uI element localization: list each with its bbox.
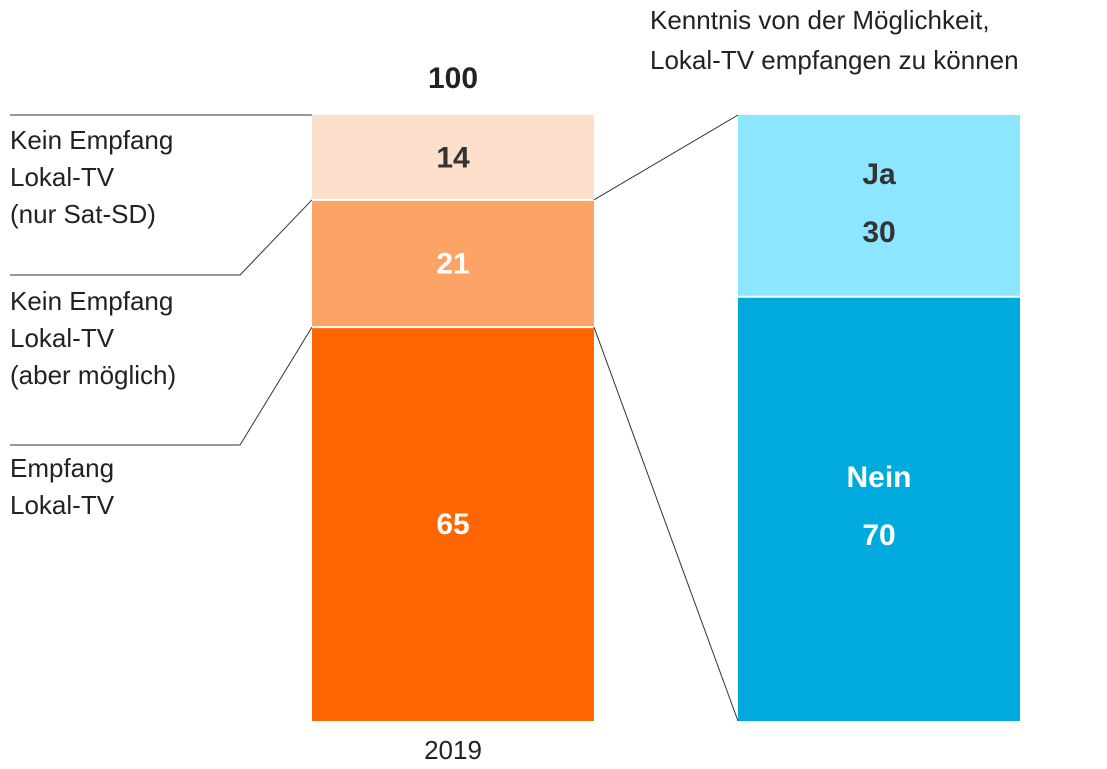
x-tick-label: 2019 [424, 735, 482, 765]
value-label: 14 [436, 141, 470, 174]
legend-label: Kein Empfang Lokal-TV (aber möglich) [10, 286, 177, 390]
total-label: 100 [428, 62, 478, 95]
bar-segment [738, 115, 1020, 297]
segment-name: Nein [846, 461, 911, 494]
value-label: 70 [862, 519, 895, 552]
bar-segment [312, 199, 594, 328]
bar-segment [312, 115, 594, 200]
bar-segment [738, 296, 1020, 721]
chart-title: Kenntnis von der Möglichkeit, Lokal-TV e… [650, 5, 1019, 75]
legend-label: Kein Empfang Lokal-TV (nur Sat-SD) [10, 125, 174, 229]
bar-segment [312, 327, 594, 721]
value-label: 21 [436, 247, 469, 280]
leader-line [10, 199, 313, 276]
value-label: 30 [862, 216, 895, 249]
segment-name: Ja [862, 158, 896, 191]
legend-label: Empfang Lokal-TV [10, 453, 115, 520]
leader-line [10, 326, 313, 446]
connector-line [593, 326, 739, 722]
value-label: 65 [436, 508, 469, 541]
connector-line [593, 114, 739, 201]
